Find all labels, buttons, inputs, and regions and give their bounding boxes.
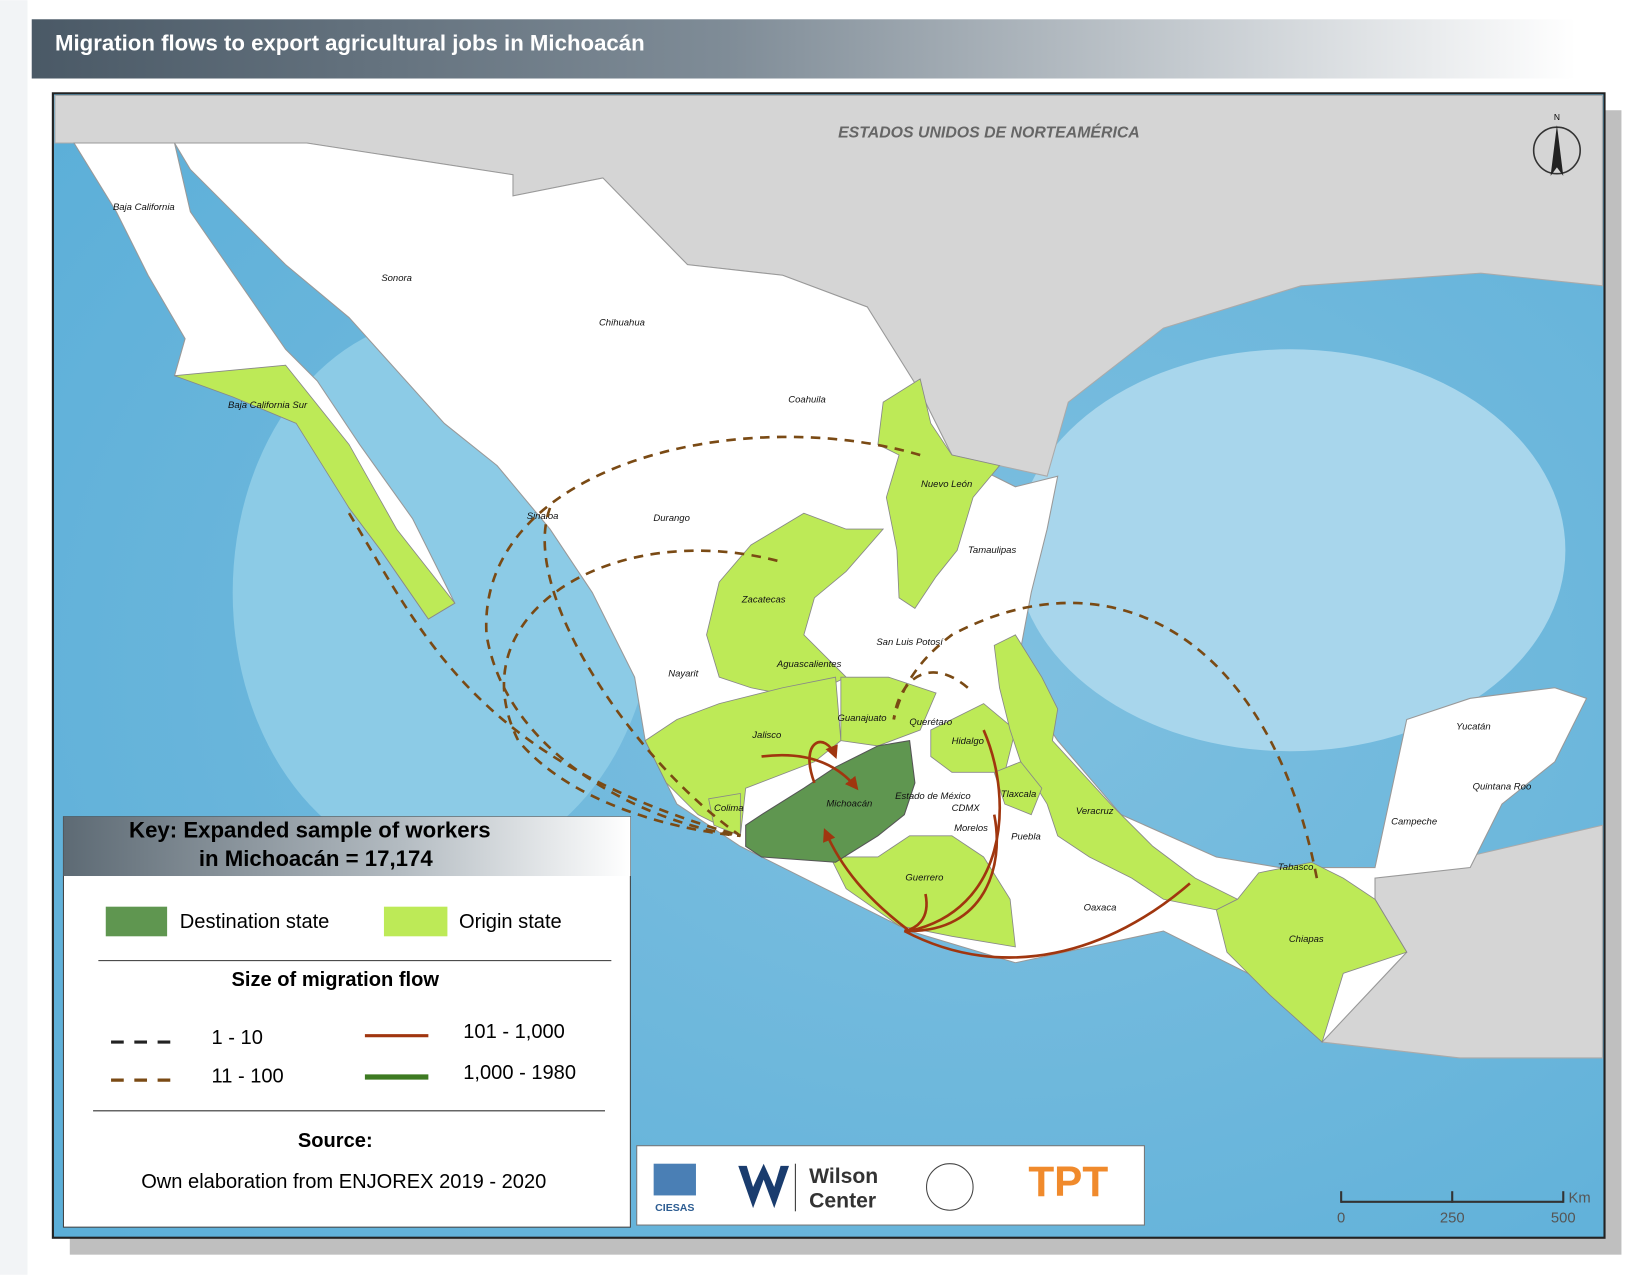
north-needle xyxy=(1550,125,1564,176)
flow-arc xyxy=(502,549,778,838)
origin-states xyxy=(174,364,1408,1043)
scale-label: 500 xyxy=(1551,1211,1576,1227)
legend: Key: Expanded sample of workers in Micho… xyxy=(62,816,631,1228)
state-label: Tamaulipas xyxy=(968,545,1016,556)
state-label: Nuevo León xyxy=(921,479,972,490)
logo-text: Wilson xyxy=(809,1165,878,1188)
scale-unit: Km xyxy=(1569,1191,1591,1207)
origin-label: Origin state xyxy=(459,911,562,933)
state-label: Estado de México xyxy=(895,791,971,802)
state-label: Colima xyxy=(714,803,744,814)
state-label: Tabasco xyxy=(1278,862,1314,873)
origin-swatch xyxy=(383,906,448,937)
flow-label: 1,000 - 1980 xyxy=(463,1062,576,1084)
origin-state-shape xyxy=(829,835,1016,948)
state-label: Tlaxcala xyxy=(1001,789,1036,800)
north-label: N xyxy=(1554,112,1560,122)
flow-label: 101 - 1,000 xyxy=(463,1021,565,1043)
state-label: Quintana Roo xyxy=(1473,782,1532,793)
flow-arc xyxy=(904,893,928,933)
state-label: Zacatecas xyxy=(741,594,786,605)
scale-label: 250 xyxy=(1440,1211,1465,1227)
flow-label: 1 - 10 xyxy=(212,1027,263,1049)
state-label: Baja California Sur xyxy=(228,400,308,411)
state-labels: Baja California Sonora Chihuahua Baja Calif… xyxy=(113,202,1531,945)
source-title: Source: xyxy=(298,1130,373,1152)
state-label: Sonora xyxy=(381,273,412,284)
origin-state-shape xyxy=(174,364,456,620)
flow-arc xyxy=(485,435,921,838)
north-arrow: N xyxy=(1532,112,1581,176)
state-label: Veracruz xyxy=(1076,806,1114,817)
state-label: Michoacán xyxy=(826,799,872,810)
state-label: CDMX xyxy=(952,803,981,814)
state-label: Querétaro xyxy=(909,717,952,728)
origin-state-shape xyxy=(1215,861,1408,1043)
state-label: Chiapas xyxy=(1289,934,1324,945)
source: Own elaboration from ENJOREX 2019 - 2020 xyxy=(141,1171,546,1193)
country-label: ESTADOS UNIDOS DE NORTEAMÉRICA xyxy=(838,123,1140,142)
state-label: Durango xyxy=(653,513,689,524)
flow-label: 11 - 100 xyxy=(212,1065,284,1087)
logos: CIESAS Wilson Center TPT xyxy=(636,1145,1145,1226)
destination-state-shape xyxy=(745,740,916,863)
origin-state-shape xyxy=(840,676,937,747)
state-label: Oaxaca xyxy=(1084,902,1117,913)
logo-text: TPT xyxy=(1028,1158,1108,1205)
title: Migration flows to export agricultural j… xyxy=(55,31,645,56)
state-label: Guerrero xyxy=(905,873,943,884)
jornarex-mark xyxy=(926,1163,974,1211)
origin-state-shape xyxy=(706,512,885,699)
logo-box xyxy=(636,1145,1145,1226)
state-label: Morelos xyxy=(954,823,988,834)
legend-header xyxy=(63,816,631,877)
origin-state-shape xyxy=(877,378,1001,610)
key-line: Key: Expanded sample of workers xyxy=(129,817,491,842)
state-label: Yucatán xyxy=(1456,721,1491,732)
legend-box xyxy=(62,816,631,1228)
wilson-mark xyxy=(738,1163,790,1209)
state-label: San Luis Potosí xyxy=(876,637,944,648)
flow-arc xyxy=(903,882,1191,959)
flow-arc xyxy=(909,814,999,933)
state-label: Chihuahua xyxy=(599,317,645,328)
scale-bar: 0 250 500 Km xyxy=(1337,1191,1591,1227)
gulf xyxy=(1015,349,1566,752)
destination-label: Destination state xyxy=(180,911,330,933)
scale-label: 0 xyxy=(1337,1211,1345,1227)
flow-arc xyxy=(823,729,1001,933)
state-label: Campeche xyxy=(1391,817,1437,828)
state-label: Aguascalientes xyxy=(776,659,842,670)
logo-text: Center xyxy=(809,1189,876,1212)
logo-text: CIESAS xyxy=(655,1202,694,1214)
title-bar xyxy=(31,19,1576,79)
flow-arc xyxy=(543,507,742,837)
flow-arc xyxy=(761,753,859,791)
flow-title: Size of migration flow xyxy=(232,969,440,991)
state-label: Sinaloa xyxy=(527,511,559,522)
key-line: in Michoacán = 17,174 xyxy=(199,846,434,871)
state-label: Coahuila xyxy=(788,395,825,406)
flow-arc xyxy=(347,512,741,838)
state-label: Hidalgo xyxy=(952,736,984,747)
state-label: Guanajuato xyxy=(837,713,886,724)
flow-arc xyxy=(892,601,1319,879)
state-label: Jalisco xyxy=(751,730,781,741)
ciesas-mark xyxy=(653,1163,696,1196)
destination-swatch xyxy=(105,906,168,937)
state-label: Puebla xyxy=(1011,831,1041,842)
state-label: Nayarit xyxy=(668,669,698,680)
origin-state-shape xyxy=(993,761,1043,816)
state-label: Baja California xyxy=(113,202,175,213)
side-band xyxy=(0,0,28,1275)
flows xyxy=(347,435,1319,959)
mexico-land xyxy=(173,142,1588,1043)
flow-arc xyxy=(892,671,969,720)
flow-arc xyxy=(808,740,838,784)
